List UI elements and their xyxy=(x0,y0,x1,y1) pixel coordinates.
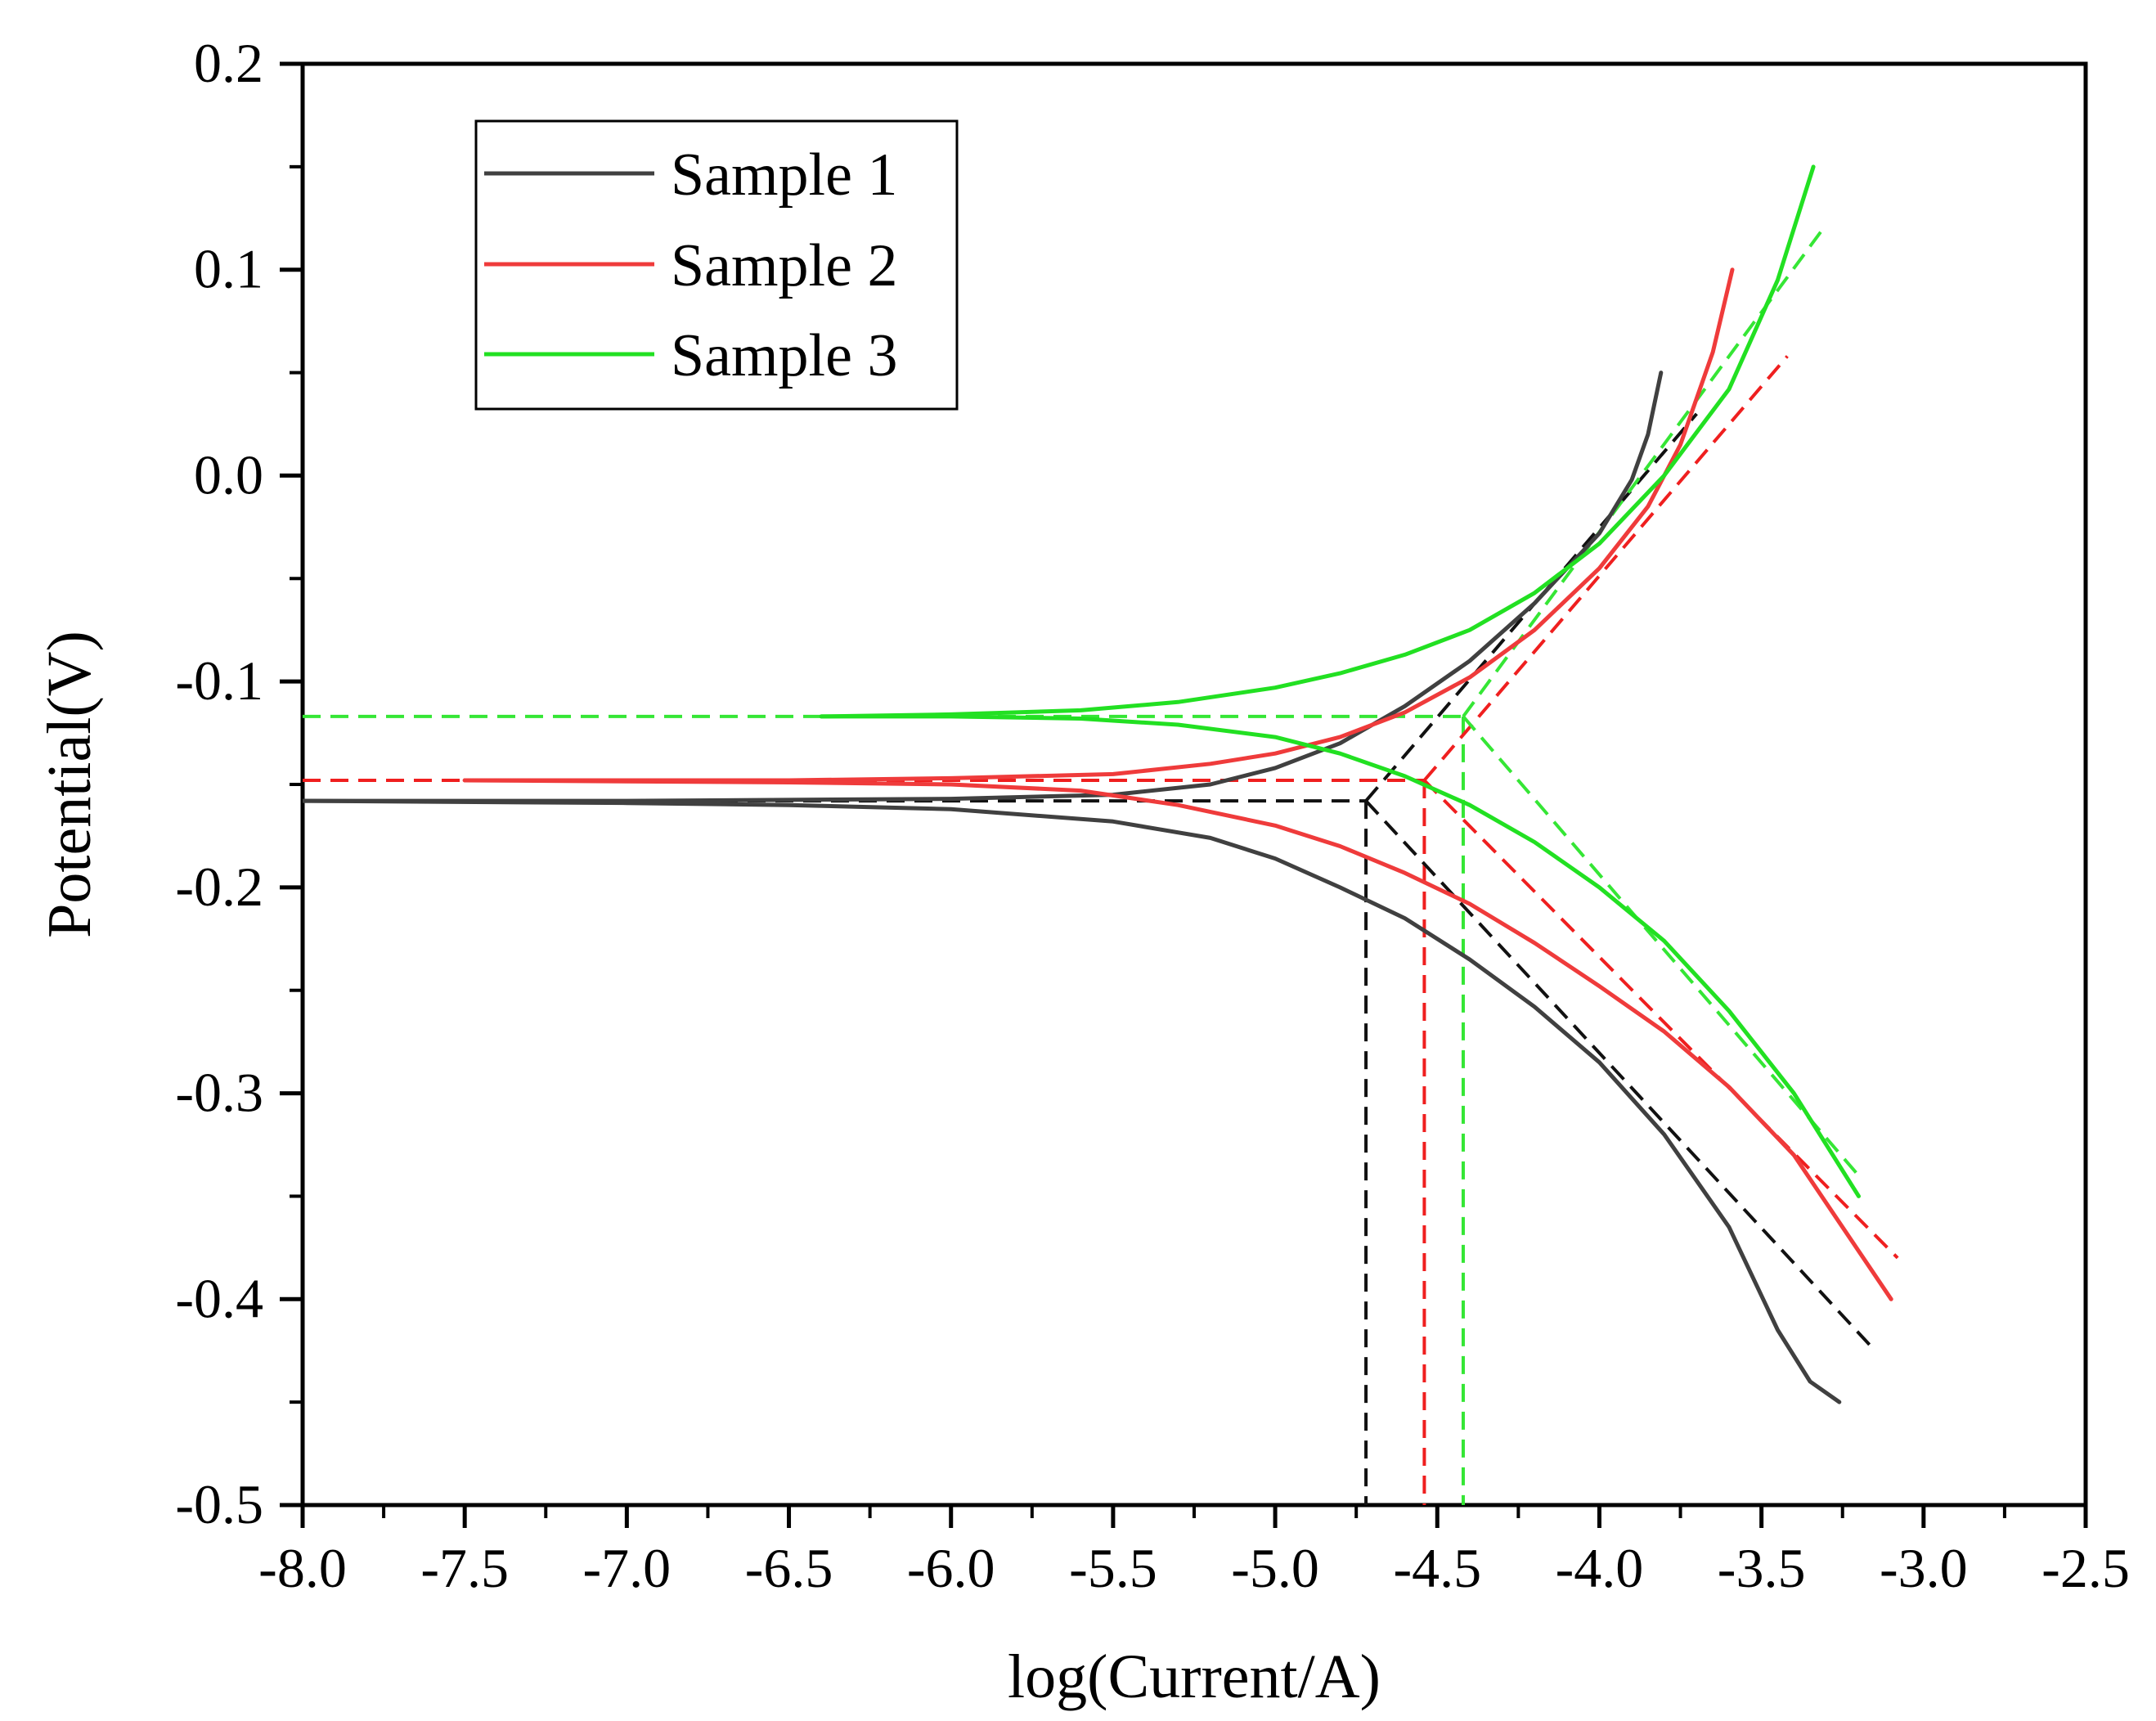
x-tick-label: -5.5 xyxy=(1069,1537,1157,1599)
anodic-curve-sample-1 xyxy=(303,371,1664,803)
cathodic-curve-sample-3 xyxy=(819,714,1861,1198)
x-tick-label: -7.5 xyxy=(420,1537,509,1599)
y-tick-label: 0.1 xyxy=(194,238,263,300)
x-tick-label: -3.0 xyxy=(1880,1537,1968,1599)
anodic-curve-sample-3 xyxy=(819,164,1816,719)
cathodic-curve-sample-1 xyxy=(303,798,1842,1404)
y-tick-label: -0.2 xyxy=(175,856,263,918)
y-tick-label: 0.2 xyxy=(194,32,263,94)
x-tick-label: -5.0 xyxy=(1231,1537,1319,1599)
legend-label-sample-1: Sample 1 xyxy=(671,142,897,209)
y-tick-label: -0.1 xyxy=(175,649,263,712)
cathodic-curve-sample-2 xyxy=(462,778,1893,1301)
y-axis: -0.5 -0.4 -0.3 -0.2 -0.1 0.0 0.1 0.2 xyxy=(175,32,303,1535)
x-tick-label: -7.0 xyxy=(583,1537,672,1599)
legend-label-sample-3: Sample 3 xyxy=(671,322,897,389)
y-tick-label: -0.3 xyxy=(175,1062,263,1124)
x-tick-label: -3.5 xyxy=(1718,1537,1806,1599)
y-tick-label: 0.0 xyxy=(194,443,263,506)
x-tick-label: -6.0 xyxy=(907,1537,995,1599)
x-tick-label: -8.0 xyxy=(258,1537,347,1599)
y-axis-title: Potential(V) xyxy=(35,631,104,938)
legend-label-sample-2: Sample 2 xyxy=(671,232,897,299)
x-tick-label: -2.5 xyxy=(2041,1537,2130,1599)
tafel-lines xyxy=(1364,223,1899,1352)
cathodic-tafel-sample-1 xyxy=(1364,799,1876,1352)
x-axis-title: log(Current/A) xyxy=(1008,1642,1381,1711)
guide-lines xyxy=(303,714,1465,1505)
data-curves xyxy=(303,164,1893,1404)
cathodic-tafel-sample-3 xyxy=(1462,715,1861,1177)
y-tick-label: -0.5 xyxy=(175,1473,263,1535)
y-tick-label: -0.4 xyxy=(175,1267,263,1329)
x-tick-label: -6.5 xyxy=(745,1537,833,1599)
anodic-tafel-sample-2 xyxy=(1422,355,1789,782)
x-tick-label: -4.0 xyxy=(1556,1537,1644,1599)
legend: Sample 1 Sample 2 Sample 3 xyxy=(474,119,959,411)
x-axis: -8.0 -7.5 -7.0 -6.5 -6.0 -5.5 -5.0 -4.5 -4.0 -3.5… xyxy=(258,1505,2130,1599)
x-tick-label: -4.5 xyxy=(1393,1537,1481,1599)
cathodic-tafel-sample-2 xyxy=(1422,779,1899,1260)
